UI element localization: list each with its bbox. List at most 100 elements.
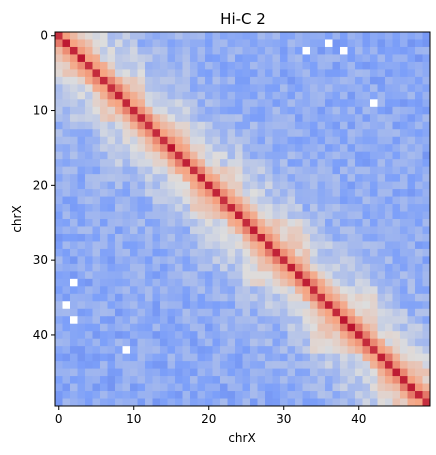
heatmap-cell (362, 121, 371, 130)
heatmap-cell (265, 398, 273, 407)
heatmap-cell (130, 226, 138, 235)
heatmap-cell (415, 368, 423, 377)
heatmap-cell (92, 383, 101, 392)
heatmap-cell (257, 129, 266, 138)
heatmap-cell (287, 233, 296, 242)
heatmap-cell (385, 121, 393, 130)
heatmap-cell (287, 189, 296, 197)
heatmap-cell (100, 181, 108, 190)
heatmap-cell (310, 32, 318, 40)
heatmap-cell (115, 84, 123, 93)
heatmap-cell (235, 54, 243, 63)
x-tick-label: 30 (276, 412, 291, 426)
heatmap-cell (107, 391, 116, 399)
heatmap-cell (302, 368, 311, 377)
heatmap-cell (325, 84, 333, 93)
heatmap-cell (377, 301, 386, 310)
heatmap-cell (325, 361, 333, 369)
heatmap-cell (85, 39, 93, 48)
heatmap-cell (85, 226, 93, 235)
heatmap-cell (377, 353, 386, 362)
heatmap-cell (310, 159, 318, 168)
heatmap-cell (362, 61, 371, 70)
heatmap-cell (415, 219, 423, 227)
heatmap-cell (407, 368, 416, 377)
heatmap-cell (235, 219, 243, 227)
heatmap-cell (175, 368, 183, 377)
heatmap-cell (392, 106, 401, 115)
heatmap-cell (190, 181, 198, 190)
heatmap-cell (160, 144, 168, 153)
heatmap-cell (422, 293, 431, 302)
heatmap-cell (167, 151, 176, 160)
heatmap-cell (400, 391, 408, 399)
heatmap-cell (415, 256, 423, 265)
heatmap-cell (370, 91, 378, 100)
heatmap-cell (107, 226, 116, 235)
heatmap-cell (167, 226, 176, 235)
heatmap-cell (205, 91, 213, 100)
heatmap-cell (92, 376, 101, 384)
heatmap-cell (265, 293, 273, 302)
heatmap-cell (325, 353, 333, 362)
heatmap-cell (85, 46, 93, 55)
heatmap-cell (422, 241, 431, 250)
heatmap-cell (55, 144, 63, 153)
heatmap-cell (77, 61, 86, 70)
heatmap-cell (55, 233, 63, 242)
heatmap-cell (85, 121, 93, 130)
heatmap-cell (242, 398, 251, 407)
heatmap-cell (122, 383, 131, 392)
heatmap-cell (100, 263, 108, 272)
heatmap-cell (197, 263, 206, 272)
heatmap-cell (197, 84, 206, 93)
heatmap-cell (265, 76, 273, 85)
heatmap-cell (77, 256, 86, 265)
heatmap-cell (392, 99, 401, 108)
heatmap-cell (197, 181, 206, 190)
heatmap-cell (197, 76, 206, 85)
heatmap-cell (137, 286, 146, 295)
heatmap-cell (310, 121, 318, 130)
heatmap-cell (190, 331, 198, 340)
heatmap-cell (167, 39, 176, 48)
heatmap-cell (242, 346, 251, 355)
heatmap-cell (242, 286, 251, 295)
heatmap-cell (407, 263, 416, 272)
heatmap-cell (70, 316, 78, 325)
heatmap-cell (272, 219, 281, 227)
heatmap-cell (295, 241, 303, 250)
heatmap-cell (280, 144, 288, 153)
heatmap-cell (257, 241, 266, 250)
heatmap-cell (92, 368, 101, 377)
heatmap-cell (287, 32, 296, 40)
heatmap-cell (355, 61, 363, 70)
heatmap-cell (272, 391, 281, 399)
heatmap-cell (302, 248, 311, 257)
heatmap-cell (340, 106, 348, 115)
heatmap-cell (130, 346, 138, 355)
heatmap-cell (310, 46, 318, 55)
heatmap-cell (407, 204, 416, 212)
heatmap-cell (415, 136, 423, 145)
heatmap-cell (160, 99, 168, 108)
heatmap-cell (355, 114, 363, 123)
heatmap-cell (332, 129, 341, 138)
heatmap-cell (250, 331, 258, 340)
heatmap-cell (362, 166, 371, 175)
heatmap-cell (92, 91, 101, 100)
heatmap-cell (235, 278, 243, 287)
heatmap-cell (362, 204, 371, 212)
heatmap-cell (265, 323, 273, 332)
heatmap-cell (340, 331, 348, 340)
heatmap-cell (227, 353, 236, 362)
heatmap-cell (107, 136, 116, 145)
heatmap-cell (85, 181, 93, 190)
heatmap-cell (130, 241, 138, 250)
heatmap-cell (242, 144, 251, 153)
heatmap-cell (392, 263, 401, 272)
heatmap-cell (145, 144, 153, 153)
heatmap-cell (332, 204, 341, 212)
heatmap-cell (250, 248, 258, 257)
heatmap-cell (197, 129, 206, 138)
